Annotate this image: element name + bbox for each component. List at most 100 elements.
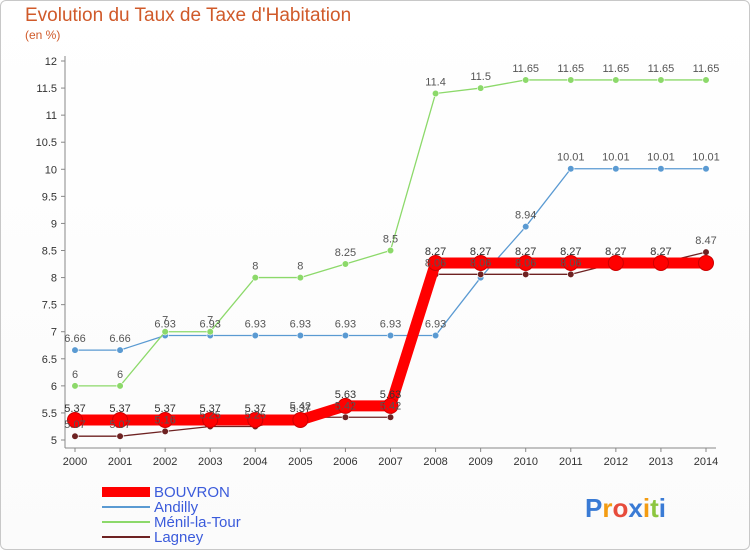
- data-point: [71, 432, 79, 440]
- data-point: [296, 331, 304, 340]
- data-point: [292, 411, 309, 428]
- data-point: [652, 254, 669, 271]
- data-point: [522, 223, 530, 231]
- data-point: [427, 254, 444, 271]
- proxiti-logo: Proxiti: [585, 493, 666, 523]
- data-label: 6.93: [290, 319, 311, 331]
- data-label: 10.01: [602, 152, 630, 164]
- data-label: 5.25: [245, 409, 266, 421]
- data-label: 11.5: [470, 71, 491, 83]
- x-tick-label: 2003: [198, 456, 222, 468]
- data-label: 5.37: [290, 403, 311, 415]
- data-point: [247, 411, 264, 428]
- data-label: 6.93: [200, 319, 221, 331]
- data-point: [477, 84, 485, 92]
- y-tick-label: 10: [45, 164, 57, 176]
- data-point: [702, 248, 710, 256]
- data-point: [431, 331, 440, 340]
- data-label: 11.4: [425, 76, 446, 88]
- data-point: [161, 328, 169, 336]
- data-point: [116, 382, 124, 390]
- legend-label: Andilly: [154, 499, 199, 516]
- data-label: 5.37: [245, 403, 266, 415]
- legend-label: BOUVRON: [154, 484, 230, 501]
- x-tick-label: 2002: [153, 456, 177, 468]
- data-labels: 5.37 5.37 5.37 5.37 5.37 5.37 5.63 5.63 8.27 8.27…: [64, 63, 719, 431]
- data-point: [698, 254, 714, 271]
- data-point: [161, 427, 169, 435]
- data-label: 6.66: [64, 333, 85, 345]
- data-point: [67, 411, 83, 428]
- data-label: 11.65: [557, 63, 584, 75]
- data-label: 10.01: [647, 152, 675, 164]
- data-label: 6.93: [425, 319, 446, 331]
- data-point: [386, 246, 395, 255]
- y-tick-label: 10.5: [36, 137, 57, 149]
- y-tick-label: 11: [46, 110, 57, 122]
- data-point: [522, 76, 530, 84]
- y-tick-label: 8: [51, 273, 57, 285]
- data-label: 5.37: [64, 403, 85, 415]
- x-tick-label: 2001: [108, 456, 132, 468]
- data-label: 6.93: [380, 319, 401, 331]
- data-label: 6.93: [335, 319, 356, 331]
- data-point: [251, 273, 259, 282]
- data-point: [116, 346, 124, 354]
- data-label: 8.25: [335, 247, 356, 259]
- data-label: 6.93: [154, 319, 175, 331]
- data-point: [341, 331, 350, 340]
- data-label: 11.65: [648, 63, 675, 75]
- data-label: 8.27: [560, 246, 581, 258]
- data-point: [112, 411, 129, 428]
- data-point: [296, 273, 304, 282]
- data-label: 5.42: [380, 400, 401, 412]
- y-tick-label: 9: [51, 218, 57, 230]
- data-label: 5.25: [200, 409, 221, 421]
- data-label: 8.06: [560, 257, 581, 269]
- data-label: 8.27: [650, 246, 671, 258]
- data-point: [337, 397, 354, 414]
- data-point: [157, 411, 174, 428]
- data-point: [562, 254, 579, 271]
- data-label: 5.37: [154, 403, 175, 415]
- data-label: 10.01: [557, 152, 585, 164]
- y-tick-label: 11.5: [36, 83, 57, 95]
- data-point: [206, 328, 214, 336]
- y-tick-label: 7.5: [42, 300, 57, 312]
- chart-title: Evolution du Taux de Taxe d'Habitation: [25, 5, 352, 26]
- x-tick-label: 2009: [468, 456, 492, 468]
- data-label: 7: [207, 315, 213, 327]
- data-point: [612, 76, 620, 84]
- data-label: 5.37: [200, 403, 221, 415]
- data-point: [71, 382, 79, 390]
- data-label: 8.27: [605, 246, 626, 258]
- data-label: 5.63: [335, 389, 356, 401]
- data-label: 8.06: [515, 257, 536, 269]
- x-tick-label: 2004: [243, 456, 267, 468]
- data-point: [71, 346, 79, 354]
- data-label: 8.06: [470, 257, 491, 269]
- data-point: [341, 413, 350, 421]
- data-label: 5.07: [64, 419, 85, 431]
- data-point: [517, 254, 534, 271]
- y-tick-label: 9.5: [42, 191, 57, 203]
- x-tick-label: 2011: [559, 456, 583, 468]
- data-label: 8.27: [650, 246, 671, 258]
- data-label: 5.37: [109, 403, 130, 415]
- y-tick-label: 6: [51, 381, 57, 393]
- x-tick-label: 2007: [378, 456, 402, 468]
- data-label: 8.27: [425, 246, 446, 258]
- axes: 5 5.5 6 6.5 7 7.5 8 8.5 9 9.5 10 10.5 11 11.5 12 2000 20…: [36, 56, 718, 468]
- data-label: 6: [72, 369, 78, 381]
- data-point: [607, 254, 624, 271]
- data-label: 8.47: [695, 235, 716, 247]
- data-point: [431, 89, 440, 98]
- data-point: [382, 397, 399, 414]
- x-tick-label: 2008: [423, 456, 447, 468]
- data-point: [341, 260, 350, 268]
- data-point: [567, 76, 575, 84]
- y-tick-label: 5.5: [42, 408, 57, 420]
- x-tick-label: 2005: [288, 456, 312, 468]
